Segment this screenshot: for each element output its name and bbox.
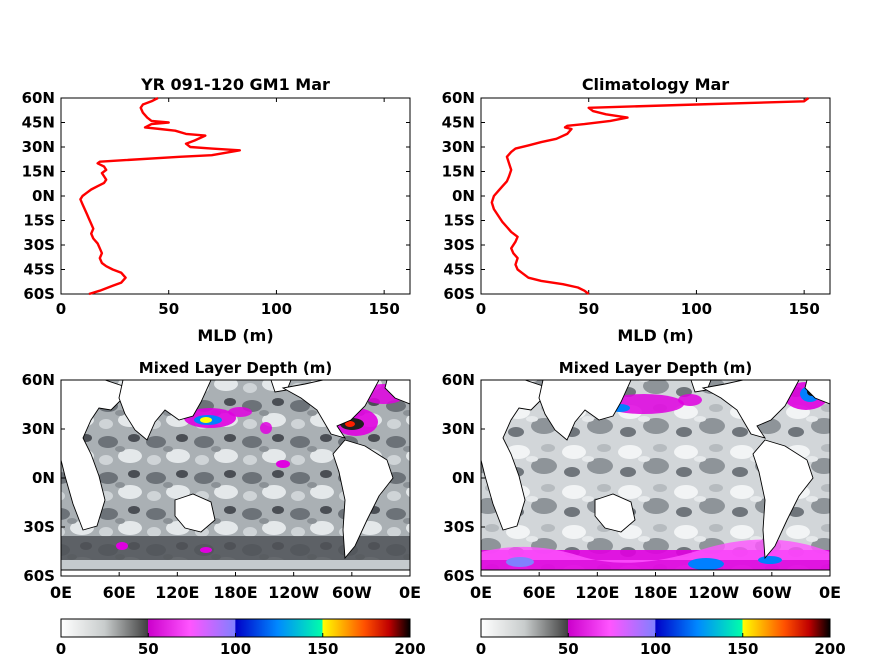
map-y-tick-label: 60N — [22, 371, 55, 389]
x-tick-label: 50 — [578, 300, 599, 318]
map-y-tick-label: 30N — [442, 420, 475, 438]
map-x-tick-label: 120W — [268, 583, 319, 602]
colorbar-tick-label: 50 — [138, 640, 159, 656]
map-x-tick-label: 0E — [470, 583, 492, 602]
y-tick-label: 45S — [443, 261, 475, 279]
colorbar-tick-label: 50 — [558, 640, 579, 656]
colorbar-tick-label: 0 — [476, 640, 486, 656]
x-tick-label: 0 — [476, 300, 486, 318]
map-x-tick-label: 60E — [523, 583, 556, 602]
panel-2-title: Climatology Mar — [582, 75, 729, 94]
y-tick-label: 15N — [442, 163, 475, 181]
y-tick-label: 30N — [22, 138, 55, 156]
y-tick-label: 45S — [23, 261, 55, 279]
y-tick-label: 0N — [452, 187, 475, 205]
map-y-tick-label: 60S — [23, 567, 55, 585]
y-tick-label: 15S — [443, 212, 475, 230]
map-y-tick-label: 60N — [442, 371, 475, 389]
y-tick-label: 15N — [22, 163, 55, 181]
map-x-tick-label: 0E — [50, 583, 72, 602]
colorbar-tick-label: 100 — [220, 640, 251, 656]
map-1-title: Mixed Layer Depth (m) — [139, 359, 332, 377]
map-2-title: Mixed Layer Depth (m) — [559, 359, 752, 377]
y-tick-label: 60S — [443, 285, 475, 303]
colorbar-tick-label: 100 — [640, 640, 671, 656]
line-panel-1: YR 091-120 GM1 Mar 0 50 100 150 60N 45N 30N 15N… — [22, 75, 411, 345]
map-x-tick-label: 180E — [633, 583, 677, 602]
map-panel-2: Mixed Layer Depth (m) 0E 60E 120E 180E 120W 6… — [442, 359, 846, 656]
x-tick-label: 150 — [788, 300, 819, 318]
panel-1-mld-line — [79, 96, 242, 296]
y-tick-label: 45N — [442, 114, 475, 132]
map-panel-1: Mixed Layer Depth (m) 0E 6 — [22, 359, 426, 656]
colorbar-tick-label: 150 — [307, 640, 338, 656]
map-x-tick-label: 120E — [155, 583, 199, 602]
x-tick-label: 0 — [56, 300, 66, 318]
y-tick-label: 30N — [442, 138, 475, 156]
colorbar-tick-label: 200 — [814, 640, 845, 656]
map-x-tick-label: 180E — [213, 583, 257, 602]
y-tick-label: 60N — [442, 89, 475, 107]
map-x-tick-label: 0E — [399, 583, 421, 602]
x-tick-label: 50 — [158, 300, 179, 318]
colorbar-tick-label: 150 — [727, 640, 758, 656]
line-panel-2: Climatology Mar 0 50 100 150 60N 45N 30N 15N 0N 1… — [442, 75, 831, 345]
x-tick-label: 150 — [368, 300, 399, 318]
map-x-tick-label: 120W — [688, 583, 739, 602]
y-tick-label: 0N — [32, 187, 55, 205]
map-x-tick-label: 60W — [332, 583, 372, 602]
map-y-tick-label: 60S — [443, 567, 475, 585]
x-tick-label: 100 — [261, 300, 292, 318]
map-x-tick-label: 120E — [575, 583, 619, 602]
panel-1-xlabel: MLD (m) — [197, 326, 273, 345]
panel-2-xlabel: MLD (m) — [617, 326, 693, 345]
y-tick-label: 60N — [22, 89, 55, 107]
map-x-tick-label: 60W — [752, 583, 792, 602]
map-y-tick-label: 30N — [22, 420, 55, 438]
panel-2-mld-line — [490, 97, 810, 295]
map-y-tick-label: 30S — [443, 518, 475, 536]
y-tick-label: 15S — [23, 212, 55, 230]
panel-1-title: YR 091-120 GM1 Mar — [140, 75, 330, 94]
panel-2-axes — [480, 97, 831, 295]
map-1-field — [61, 380, 410, 576]
y-tick-label: 30S — [443, 236, 475, 254]
y-tick-label: 60S — [23, 285, 55, 303]
x-tick-label: 100 — [681, 300, 712, 318]
map-2-field — [481, 380, 830, 576]
map-y-tick-label: 30S — [23, 518, 55, 536]
y-tick-label: 30S — [23, 236, 55, 254]
map-x-tick-label: 0E — [819, 583, 841, 602]
panel-1-axes — [60, 97, 411, 295]
colorbar-tick-label: 0 — [56, 640, 66, 656]
map-y-tick-label: 0N — [452, 469, 475, 487]
map-y-tick-label: 0N — [32, 469, 55, 487]
colorbar-tick-label: 200 — [394, 640, 425, 656]
map-x-tick-label: 60E — [103, 583, 136, 602]
y-tick-label: 45N — [22, 114, 55, 132]
